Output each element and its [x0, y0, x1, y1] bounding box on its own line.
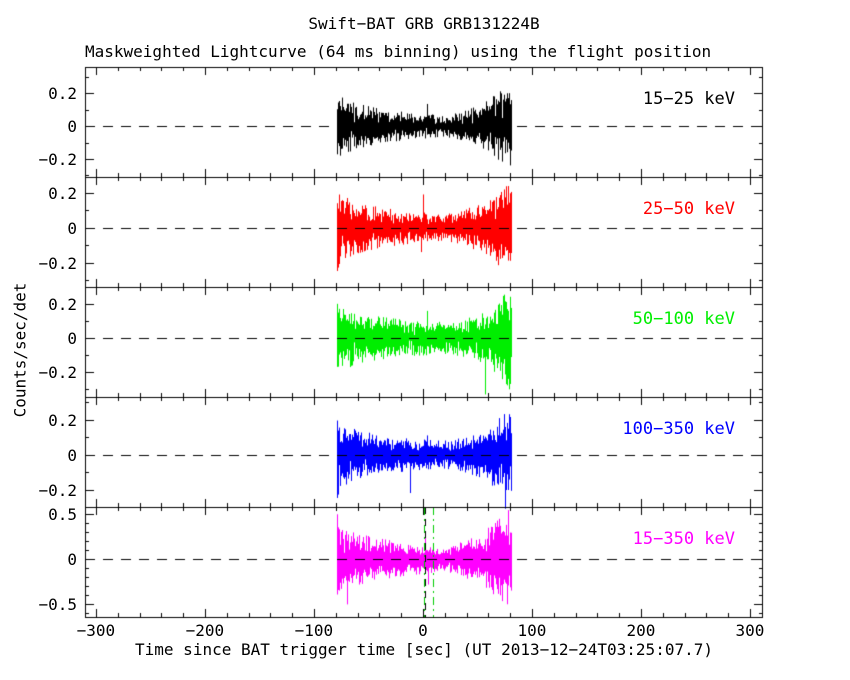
y-tick-label: 0.2 [48, 183, 77, 203]
y-tick-label: −0.2 [38, 363, 77, 383]
y-tick-label: 0.2 [48, 410, 77, 430]
y-tick-label: 0.5 [48, 505, 77, 525]
legend-label-100-350-kev: 100−350 keV [622, 419, 735, 439]
y-tick-label: 0 [67, 117, 77, 137]
x-tick-label: 100 [517, 621, 547, 640]
y-tick-label: 0 [67, 550, 77, 570]
legend-label-15-25-kev: 15−25 keV [642, 89, 735, 109]
y-tick-label: 0.2 [48, 84, 77, 104]
y-tick-label: −0.2 [38, 480, 77, 500]
x-axis-label: Time since BAT trigger time [sec] (UT 20… [135, 640, 713, 659]
chart-title: Swift−BAT GRB GRB131224B [308, 14, 540, 33]
y-tick-label: 0 [67, 445, 77, 465]
x-tick-label: −100 [294, 621, 334, 640]
chart-subtitle: Maskweighted Lightcurve (64 ms binning) … [85, 42, 712, 61]
x-tick-label: 300 [735, 621, 765, 640]
x-tick-label: 0 [418, 621, 428, 640]
y-tick-label: −0.5 [38, 595, 77, 615]
y-tick-label: 0 [67, 329, 77, 349]
legend-label-15-350-kev: 15−350 keV [632, 529, 735, 549]
legend-label-25-50-kev: 25−50 keV [642, 199, 735, 219]
x-tick-label: −300 [76, 621, 116, 640]
x-tick-label: −200 [185, 621, 225, 640]
y-tick-label: 0.2 [48, 295, 77, 315]
legend-label-50-100-kev: 50−100 keV [632, 309, 735, 329]
x-tick-label: 200 [626, 621, 656, 640]
y-tick-label: −0.2 [38, 253, 77, 273]
y-tick-label: −0.2 [38, 149, 77, 169]
y-tick-label: 0 [67, 218, 77, 238]
